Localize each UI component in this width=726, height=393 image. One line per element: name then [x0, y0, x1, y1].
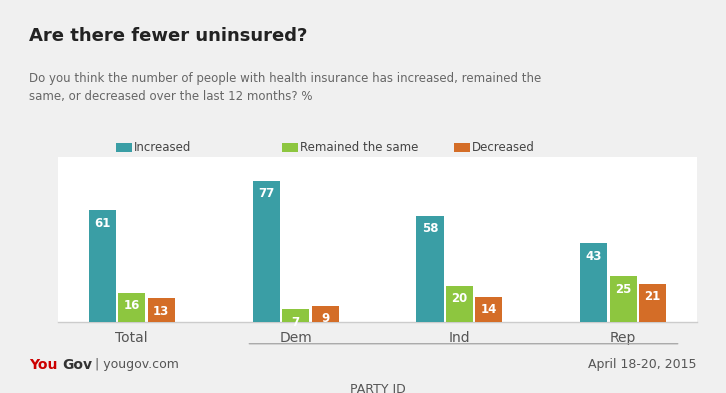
- Text: 43: 43: [586, 250, 602, 263]
- Text: Remained the same: Remained the same: [300, 141, 418, 154]
- Bar: [639, 284, 666, 322]
- Text: Do you think the number of people with health insurance has increased, remained : Do you think the number of people with h…: [29, 72, 542, 103]
- Text: 58: 58: [422, 222, 439, 235]
- Text: 61: 61: [94, 217, 110, 230]
- Bar: [311, 306, 338, 322]
- Text: Increased: Increased: [134, 141, 191, 154]
- Text: 77: 77: [258, 187, 274, 200]
- Bar: [282, 309, 309, 322]
- Text: 16: 16: [123, 299, 140, 312]
- Bar: [580, 243, 608, 322]
- Text: | yougov.com: | yougov.com: [91, 358, 179, 371]
- Bar: [454, 143, 470, 152]
- Text: 14: 14: [481, 303, 497, 316]
- Text: Are there fewer uninsured?: Are there fewer uninsured?: [29, 27, 307, 45]
- Bar: [610, 276, 637, 322]
- Text: 13: 13: [153, 305, 169, 318]
- X-axis label: PARTY ID: PARTY ID: [350, 384, 405, 393]
- Text: Decreased: Decreased: [472, 141, 535, 154]
- Text: 21: 21: [645, 290, 661, 303]
- Bar: [147, 298, 175, 322]
- Text: April 18-20, 2015: April 18-20, 2015: [589, 358, 697, 371]
- Text: You: You: [29, 358, 57, 372]
- Bar: [253, 181, 280, 322]
- Bar: [446, 286, 473, 322]
- Text: 9: 9: [321, 312, 329, 325]
- Bar: [476, 297, 502, 322]
- Bar: [89, 210, 116, 322]
- Text: Gov: Gov: [62, 358, 92, 372]
- Text: 20: 20: [452, 292, 468, 305]
- Bar: [118, 293, 145, 322]
- Bar: [115, 143, 131, 152]
- Bar: [417, 216, 444, 322]
- Text: 25: 25: [615, 283, 632, 296]
- Bar: [282, 143, 298, 152]
- Text: 7: 7: [292, 316, 300, 329]
